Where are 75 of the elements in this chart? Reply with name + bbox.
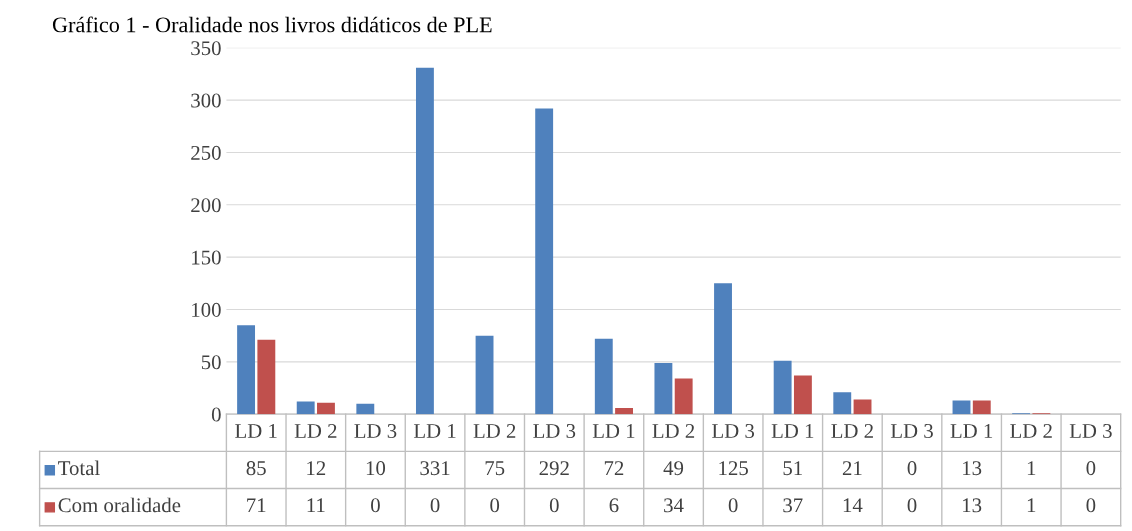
data-label: 0: [371, 498, 380, 513]
bar: [714, 283, 732, 415]
bar: [475, 335, 494, 415]
bar: [615, 407, 633, 415]
bar: [773, 360, 792, 415]
data-label: 0: [490, 498, 500, 513]
x-tick-label: LD 2: [831, 423, 873, 438]
bar: [415, 67, 434, 415]
y-tick-label: 250: [191, 145, 221, 160]
bar: [257, 339, 276, 415]
bar: [296, 401, 315, 415]
chart-title: Gráfico 1 - Oralidade nos livros didáticos de PLE: [52, 16, 492, 33]
data-label: 0: [549, 498, 559, 513]
data-label: 1: [1027, 498, 1036, 513]
data-label: 21: [842, 461, 862, 475]
bar: [793, 375, 812, 415]
data-label: 72: [604, 461, 624, 475]
y-tick-label: 100: [192, 302, 221, 317]
x-tick-label: LD 1: [413, 424, 456, 438]
x-tick-label: LD 2: [1010, 423, 1052, 438]
data-label: 37: [783, 498, 803, 513]
x-tick-label: LD 3: [712, 423, 755, 438]
data-label: 125: [719, 461, 748, 476]
x-tick-label: LD 1: [235, 424, 277, 438]
data-label: 85: [246, 461, 266, 476]
x-tick-label: LD 2: [652, 423, 695, 438]
x-tick-label: LD 2: [294, 423, 337, 438]
data-label: 12: [307, 461, 326, 475]
data-label: 0: [907, 498, 917, 513]
data-label: 71: [247, 498, 266, 513]
data-label: 1: [1027, 461, 1036, 475]
data-label: 0: [1086, 461, 1096, 476]
data-label: 6: [609, 498, 619, 513]
data-label: 75: [485, 461, 505, 476]
data-label: 0: [728, 498, 738, 513]
bar: [833, 392, 852, 415]
data-label: 0: [430, 498, 440, 513]
legend-label: Total: [58, 460, 100, 476]
y-tick-label: 200: [191, 198, 221, 213]
data-label: 11: [307, 498, 325, 513]
data-label: 331: [420, 461, 450, 476]
x-tick-label: LD 3: [1069, 423, 1112, 438]
y-tick-label: 0: [211, 407, 221, 422]
data-label: 14: [843, 498, 863, 513]
y-tick-label: 150: [192, 250, 221, 265]
data-label: 0: [1086, 498, 1096, 513]
y-tick-label: 50: [201, 355, 221, 370]
x-tick-label: LD 3: [533, 423, 576, 438]
bar: [853, 399, 872, 415]
y-tick-label: 300: [191, 93, 221, 108]
x-tick-label: LD 2: [473, 423, 516, 438]
bar: [674, 378, 693, 415]
data-label: 51: [783, 461, 802, 476]
data-label: 0: [907, 461, 917, 476]
y-tick-label: 350: [191, 41, 221, 56]
bar: [317, 402, 335, 415]
x-tick-label: LD 1: [592, 424, 635, 438]
x-tick-label: LD 3: [890, 423, 933, 438]
x-tick-label: LD 1: [771, 424, 814, 438]
bar: [952, 400, 971, 415]
bar: [237, 325, 256, 415]
legend-label: Com oralidade: [58, 497, 181, 513]
x-tick-label: LD 3: [354, 423, 397, 438]
data-label: 13: [963, 498, 982, 513]
bar: [972, 400, 991, 415]
data-label: 10: [366, 461, 386, 476]
data-label: 49: [663, 461, 684, 476]
bar: [594, 338, 613, 415]
bar: [535, 108, 554, 415]
data-label: 34: [664, 498, 684, 513]
data-label: 13: [963, 461, 982, 476]
x-tick-label: LD 1: [950, 424, 993, 438]
bar: [654, 362, 673, 415]
data-label: 292: [539, 461, 569, 476]
bar: [356, 403, 375, 415]
